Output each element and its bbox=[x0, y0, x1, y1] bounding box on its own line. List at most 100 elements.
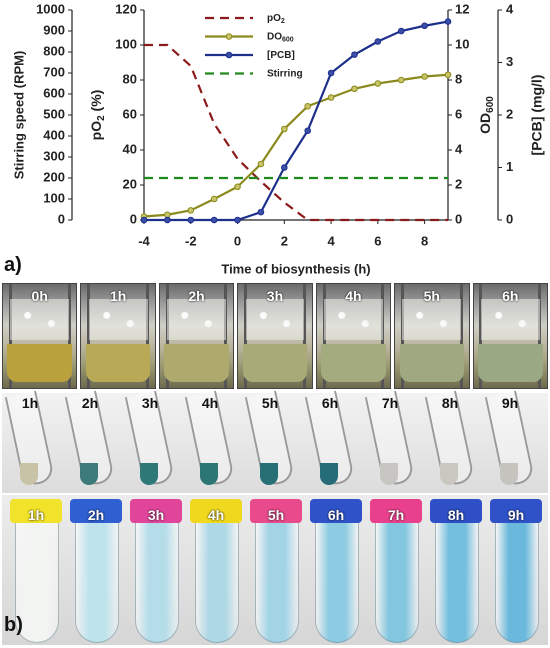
series-point-pcb bbox=[351, 51, 358, 58]
sample-tube: 4h bbox=[190, 499, 242, 643]
x-tick-label: -2 bbox=[185, 233, 197, 248]
time-label: 4h bbox=[207, 507, 225, 523]
od-tick-label: 0 bbox=[455, 211, 462, 226]
stirring-tick-label: 0 bbox=[58, 211, 65, 226]
time-label: 6h bbox=[321, 395, 339, 411]
sample-tube: 1h bbox=[10, 499, 62, 643]
pcb-axis-label: [PCB] (mg/l) bbox=[529, 75, 545, 156]
centrifuge-tube: 7h bbox=[364, 390, 416, 489]
foam bbox=[480, 298, 540, 341]
culture-liquid bbox=[399, 344, 465, 382]
od-tick-label: 2 bbox=[455, 176, 462, 191]
series-point-pcb bbox=[304, 127, 311, 135]
x-tick-label: 0 bbox=[234, 233, 241, 248]
time-label: 0h bbox=[31, 288, 48, 304]
time-label: 8h bbox=[441, 395, 459, 411]
po2-tick-label: 60 bbox=[123, 106, 137, 121]
series-point-pcb bbox=[234, 216, 241, 224]
series-point-od bbox=[234, 183, 241, 191]
bioreactor-photo: 3h bbox=[237, 283, 313, 389]
time-label: 7h bbox=[387, 507, 405, 523]
stirring-tick-label: 100 bbox=[43, 190, 65, 205]
x-tick-label: 8 bbox=[421, 233, 428, 248]
od-tick-label: 12 bbox=[455, 1, 469, 16]
foam bbox=[402, 298, 462, 341]
series-point-od bbox=[304, 102, 311, 110]
po2-tick-label: 120 bbox=[115, 1, 137, 16]
series-point-od bbox=[327, 94, 335, 101]
tube-cap bbox=[370, 499, 422, 523]
eppendorf-tube-row: 1h 2h 3h 4h 5h 6h 7h 8h 9h bbox=[2, 495, 548, 645]
time-label: 9h bbox=[507, 507, 525, 523]
stirring-tick-label: 400 bbox=[43, 127, 65, 142]
tube-cap bbox=[190, 499, 242, 523]
centrifuge-tube: 5h bbox=[244, 390, 296, 489]
series-point-od bbox=[351, 85, 358, 93]
od-tick-label: 10 bbox=[455, 36, 469, 51]
legend-label-stirring: Stirring bbox=[267, 68, 303, 79]
series-line-pcb bbox=[144, 20, 449, 222]
tube-pellet bbox=[140, 463, 158, 485]
stirring-tick-label: 1000 bbox=[36, 1, 65, 16]
series-line-od bbox=[143, 73, 449, 218]
time-label: 1h bbox=[27, 507, 45, 523]
series-point-od bbox=[187, 207, 195, 214]
series-point-od bbox=[397, 76, 405, 84]
panel-label-a: a) bbox=[4, 254, 22, 276]
foam bbox=[10, 298, 70, 341]
time-label: 3h bbox=[141, 395, 159, 411]
tube-pellet bbox=[440, 463, 458, 485]
culture-liquid bbox=[85, 344, 151, 382]
od-tick-label: 8 bbox=[455, 71, 462, 86]
pcb-tick-label: 2 bbox=[506, 106, 513, 121]
bioreactor-photo: 5h bbox=[394, 283, 470, 389]
tube-body bbox=[315, 517, 359, 643]
time-label: 7h bbox=[381, 395, 399, 411]
time-label: 4h bbox=[345, 288, 362, 304]
po2-tick-label: 100 bbox=[115, 36, 137, 51]
centrifuge-tube: 9h bbox=[484, 390, 536, 489]
time-label: 6h bbox=[327, 507, 345, 523]
series-point-od bbox=[374, 80, 382, 87]
time-label: 3h bbox=[147, 507, 165, 523]
series-point-pcb bbox=[397, 27, 405, 35]
series-point-pcb bbox=[421, 22, 428, 30]
od-tick-label: 4 bbox=[455, 141, 463, 156]
tube-pellet bbox=[380, 463, 398, 485]
stirring-tick-label: 800 bbox=[43, 43, 65, 58]
culture-liquid bbox=[7, 344, 73, 382]
bioreactor-photo: 1h bbox=[80, 283, 156, 389]
series-line-po2 bbox=[144, 43, 448, 222]
tube-body bbox=[495, 517, 539, 643]
time-label: 5h bbox=[267, 507, 285, 523]
od-tick-label: 6 bbox=[455, 106, 462, 121]
time-label: 2h bbox=[87, 507, 105, 523]
series-point-pcb bbox=[187, 216, 195, 224]
centrifuge-tube: 3h bbox=[124, 390, 176, 489]
pcb-tick-label: 0 bbox=[506, 211, 513, 226]
tube-cap bbox=[70, 499, 122, 523]
pcb-tick-label: 1 bbox=[506, 159, 513, 174]
po2-tick-label: 40 bbox=[123, 141, 137, 156]
foam bbox=[324, 298, 383, 341]
legend-marker-od bbox=[225, 33, 233, 40]
stirring-axis-label: Stirring speed (RPM) bbox=[11, 51, 26, 180]
series-point-od bbox=[444, 71, 452, 79]
time-label: 6h bbox=[502, 288, 519, 304]
tube-body bbox=[435, 517, 479, 643]
sample-tube: 5h bbox=[250, 499, 302, 643]
legend-label-pcb: [PCB] bbox=[267, 50, 295, 61]
time-label: 2h bbox=[81, 395, 99, 411]
tube-body bbox=[195, 517, 239, 643]
series-point-pcb bbox=[281, 164, 288, 171]
centrifuge-tube: 6h bbox=[304, 390, 356, 489]
x-tick-label: 4 bbox=[327, 233, 335, 248]
culture-liquid bbox=[242, 344, 308, 382]
time-label: 5h bbox=[261, 395, 279, 411]
series-point-pcb bbox=[374, 38, 382, 45]
tube-body bbox=[255, 517, 299, 643]
legend-marker-pcb bbox=[225, 51, 233, 59]
sample-tube: 2h bbox=[70, 499, 122, 643]
centrifuge-tube: 2h bbox=[64, 390, 116, 489]
